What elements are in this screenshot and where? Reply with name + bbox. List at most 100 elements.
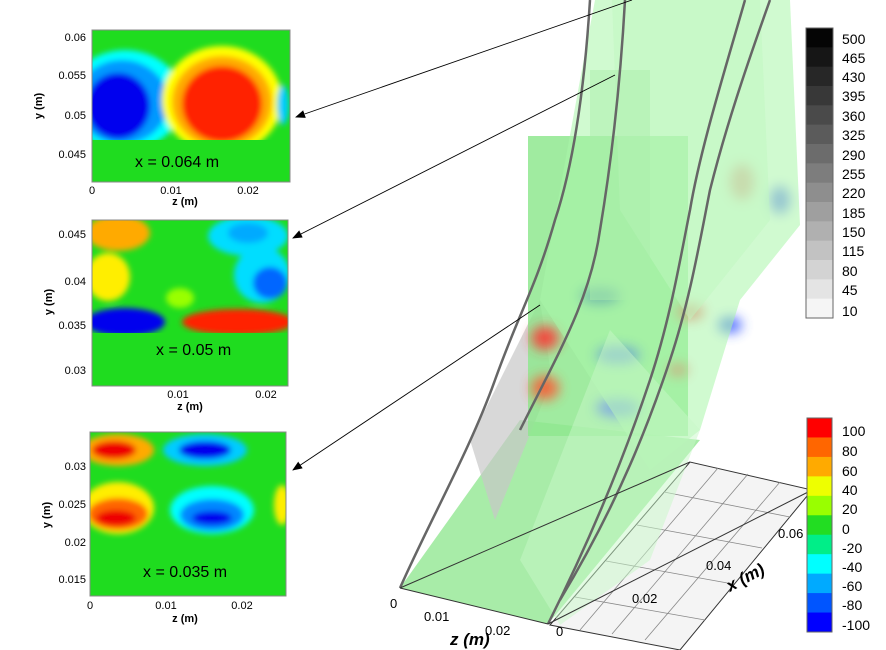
panel-label: x = 0.035 m	[143, 564, 227, 581]
grayscale-swatch	[806, 163, 833, 184]
color-swatch	[807, 554, 832, 575]
y-tick: 0.015	[58, 574, 86, 586]
color-swatch	[807, 418, 832, 438]
y-axis-label: y (m)	[41, 502, 53, 529]
color-swatch	[807, 437, 832, 458]
y-tick: 0.05	[65, 110, 86, 122]
y-tick: 0.02	[65, 537, 86, 549]
y-tick: 0.025	[58, 499, 86, 511]
color-swatch	[807, 515, 832, 536]
color-legend-label: 20	[842, 501, 858, 517]
x-tick: 0	[87, 600, 93, 612]
grayscale-legend: 500 465 430 395 360 325 290 255 220 185 …	[805, 27, 866, 319]
grayscale-label: 220	[842, 185, 866, 201]
grayscale-swatch	[806, 240, 833, 261]
panel-x-0064: x = 0.064 m 0.06 0.055 0.05 0.045 0 0.01…	[33, 29, 291, 208]
color-legend-label: -40	[842, 559, 862, 575]
grayscale-swatch	[806, 105, 833, 126]
grayscale-swatch	[806, 28, 833, 48]
arrow-to-panel-2	[292, 74, 616, 239]
grayscale-swatches	[806, 28, 833, 319]
axis3d-x-tick: 0.02	[632, 591, 657, 606]
grayscale-label: 185	[842, 205, 866, 221]
color-legend-label: 60	[842, 463, 858, 479]
y-tick: 0.03	[65, 461, 86, 473]
color-swatch	[807, 573, 832, 594]
grayscale-swatch	[806, 66, 833, 87]
color-swatch	[807, 593, 832, 614]
x-tick: 0.02	[255, 389, 276, 401]
grayscale-label: 255	[842, 166, 866, 182]
grayscale-label: 465	[842, 50, 866, 66]
color-swatches	[807, 418, 832, 633]
color-legend-label: -20	[842, 540, 862, 556]
panel-x-005: x = 0.05 m 0.045 0.04 0.035 0.03 0.01 0.…	[43, 219, 289, 413]
color-swatch	[807, 456, 832, 477]
color-legend-label: 40	[842, 482, 858, 498]
3d-view: 0 0.01 0.02 z (m) 0 0.02 0.04 0.06 x (m)	[390, 0, 813, 650]
panel-x-0035: x = 0.035 m 0.03 0.025 0.02 0.015 0 0.01…	[41, 431, 287, 625]
x-tick: 0.01	[167, 389, 188, 401]
grayscale-label: 500	[842, 31, 866, 47]
grayscale-label: 290	[842, 147, 866, 163]
axis3d-x-tick: 0.06	[778, 526, 803, 541]
color-legend-label: 100	[842, 423, 866, 439]
callout-arrows	[292, 0, 633, 471]
color-legend: 100 80 60 40 20 0 -20 -40 -60 -80 -100	[806, 417, 870, 633]
grayscale-label: 430	[842, 69, 866, 85]
grayscale-swatch	[806, 202, 833, 222]
duct-top-panel	[590, 70, 650, 300]
grayscale-swatch	[806, 279, 833, 300]
grayscale-swatch	[806, 124, 833, 145]
color-legend-label: -80	[842, 597, 862, 613]
grayscale-label: 45	[842, 282, 858, 298]
y-axis-label: y (m)	[33, 93, 45, 120]
x-axis-label: z (m)	[172, 196, 198, 208]
x-tick: 0.01	[155, 600, 176, 612]
grayscale-swatch	[806, 260, 833, 280]
y-tick: 0.045	[58, 229, 86, 241]
color-swatch	[807, 534, 832, 555]
x-axis-label: z (m)	[177, 401, 203, 413]
grayscale-label: 325	[842, 127, 866, 143]
grayscale-swatch	[806, 86, 833, 106]
arrow-to-panel-3	[292, 304, 541, 471]
grayscale-label: 10	[842, 303, 858, 319]
grayscale-label: 80	[842, 263, 858, 279]
grayscale-swatch	[806, 298, 833, 319]
x-axis-label: z (m)	[172, 613, 198, 625]
grayscale-label: 150	[842, 224, 866, 240]
grayscale-swatch	[806, 221, 833, 242]
color-swatch	[807, 476, 832, 497]
duct-edges-thin	[399, 461, 813, 625]
y-tick: 0.045	[58, 149, 86, 161]
x-tick: 0.01	[160, 185, 181, 197]
color-legend-label: -100	[842, 617, 870, 633]
x-tick: 0.02	[237, 185, 258, 197]
grayscale-swatch	[806, 144, 833, 164]
color-swatch	[807, 612, 832, 633]
y-tick: 0.04	[65, 276, 86, 288]
y-axis-label: y (m)	[43, 289, 55, 316]
axis3d-z-tick: 0.02	[485, 623, 510, 638]
panel-label: x = 0.064 m	[135, 154, 219, 171]
color-swatch	[807, 495, 832, 516]
grayscale-swatch	[806, 47, 833, 68]
color-legend-label: -60	[842, 578, 862, 594]
arrow-to-panel-1	[295, 0, 633, 118]
axis3d-x-tick: 0	[556, 624, 563, 639]
grayscale-label: 395	[842, 88, 866, 104]
y-tick: 0.03	[65, 365, 86, 377]
grayscale-label: 115	[842, 243, 865, 259]
y-tick: 0.055	[58, 70, 86, 82]
axis3d-z-tick: 0.01	[424, 609, 449, 624]
duct-edges	[398, 0, 772, 625]
duct-upper-plane	[612, 0, 770, 320]
y-tick: 0.06	[65, 32, 86, 44]
grayscale-swatch	[806, 182, 833, 203]
axis3d-z-tick: 0	[390, 596, 397, 611]
axis3d-x-tick: 0.04	[706, 558, 731, 573]
color-legend-label: 0	[842, 521, 850, 537]
grayscale-label: 360	[842, 108, 866, 124]
